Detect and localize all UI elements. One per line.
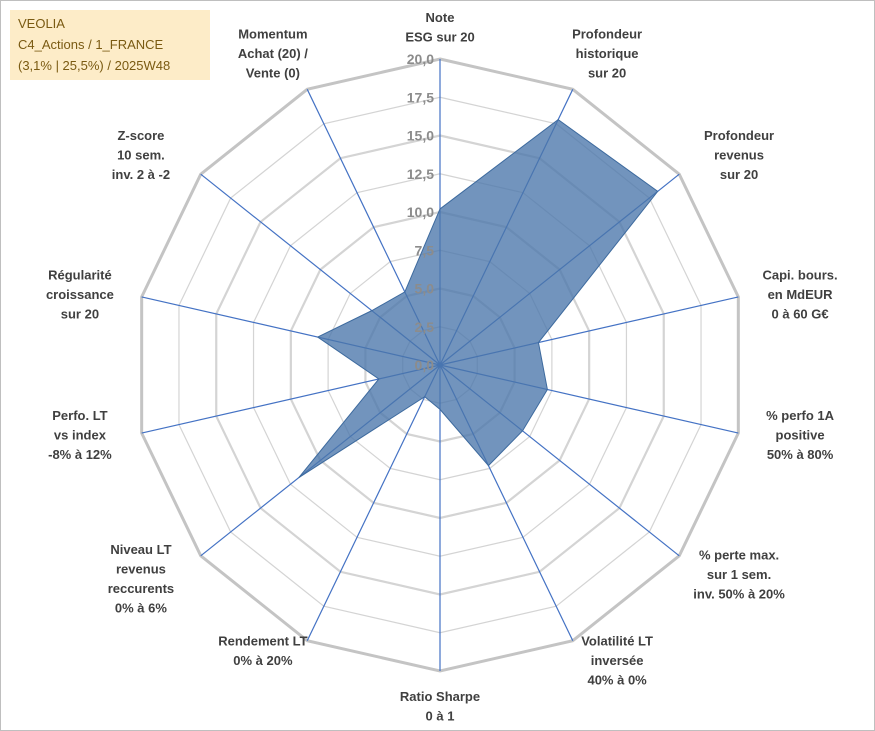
axis-label: Ratio Sharpe 0 à 1 [400,689,480,724]
tick-label: 15,0 [407,128,434,144]
tick-label: 12,5 [407,166,434,182]
tick-label: 2,5 [415,319,435,335]
tick-label: 0,0 [415,357,435,373]
axis-label: Niveau LT revenus reccurents 0% à 6% [108,542,174,616]
axis-label: Volatilité LT inversée 40% à 0% [581,634,653,688]
radar-axis-labels: Note ESG sur 20 Profondeur historique sur 20… [46,10,838,724]
axis-label: Perfo. LT vs index -8% à 12% [48,408,112,462]
tick-label: 20,0 [407,51,434,67]
tick-label: 7,5 [415,242,435,258]
title-category: C4_Actions / 1_FRANCE [18,37,164,52]
axis-label: Régularité croissance sur 20 [46,267,114,321]
title-period: (3,1% | 25,5%) / 2025W48 [18,58,171,73]
title-company: VEOLIA [18,16,65,31]
axis-label: Profondeur historique sur 20 [572,27,642,81]
axis-label: Momentum Achat (20) / Vente (0) [238,27,308,81]
axis-label: % perte max. sur 1 sem. inv. 50% à 20% [693,548,785,602]
tick-label: 17,5 [407,89,434,105]
radar-tick-labels: 0,0 2,5 5,0 7,5 10,0 12,5 15,0 17,5 20,0 [407,51,434,373]
radar-series [298,119,659,478]
tick-label: 10,0 [407,204,434,220]
axis-label: Note ESG sur 20 [405,10,474,45]
axis-label: % perfo 1A positive 50% à 80% [766,408,835,462]
series-area [298,119,659,478]
axis-label: Z-score 10 sem. inv. 2 à -2 [112,128,170,182]
tick-label: 5,0 [415,281,435,297]
axis-spoke [306,364,441,641]
title-box: VEOLIA C4_Actions / 1_FRANCE (3,1% | 25,… [10,10,210,80]
axis-label: Rendement LT 0% à 20% [218,634,307,669]
axis-label: Profondeur revenus sur 20 [704,128,774,182]
axis-label: Capi. bours. en MdEUR 0 à 60 G€ [763,267,838,321]
